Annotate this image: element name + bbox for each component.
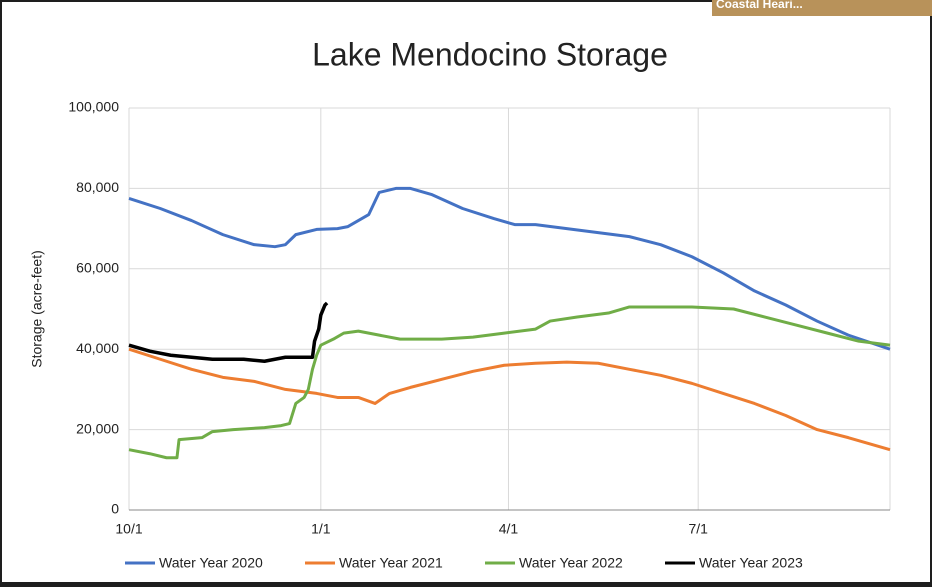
y-tick-label: 40,000 [76, 340, 119, 356]
x-tick-label: 7/1 [688, 521, 708, 537]
y-tick-label: 20,000 [76, 420, 119, 436]
x-tick-label: 10/1 [115, 521, 142, 537]
overlay-label: Coastal Heari... [716, 0, 803, 11]
page: Coastal Heari... Lake Mendocino Storage … [0, 0, 932, 582]
y-tick-label: 60,000 [76, 260, 119, 276]
chart: Coastal Heari... Lake Mendocino Storage … [0, 0, 932, 582]
legend-label: Water Year 2020 [159, 555, 263, 571]
y-axis-label: Storage (acre-feet) [29, 250, 45, 368]
y-tick-label: 80,000 [76, 179, 119, 195]
legend-label: Water Year 2023 [699, 555, 803, 571]
slide [2, 2, 930, 582]
x-tick-label: 1/1 [311, 521, 331, 537]
y-tick-label: 0 [111, 501, 119, 517]
chart-title: Lake Mendocino Storage [312, 36, 668, 72]
x-tick-label: 4/1 [499, 521, 519, 537]
y-tick-label: 100,000 [68, 99, 119, 115]
legend-label: Water Year 2022 [519, 555, 623, 571]
legend-label: Water Year 2021 [339, 555, 443, 571]
